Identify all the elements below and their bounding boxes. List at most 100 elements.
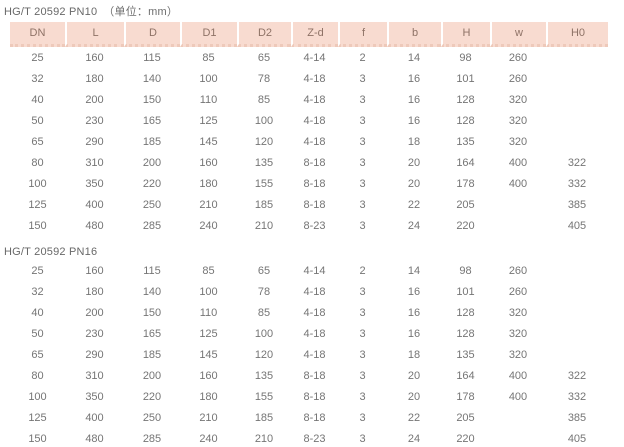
cell-d1: 145 [199,348,218,361]
cell-l: 200 [85,93,104,106]
cell-d2: 185 [254,411,274,424]
cell-l: 350 [85,177,104,190]
cell-dn: 40 [31,306,44,319]
cell-l: 290 [85,135,104,148]
cell-z-d: 8-18 [303,177,326,190]
cell-l: 200 [85,306,104,319]
cell-z-d: 4-18 [303,285,326,298]
cell-d2: 100 [254,327,274,340]
cell-d: 285 [142,432,162,445]
cell-z-d: 4-18 [303,93,326,106]
column-header-dn: DN [10,22,65,47]
table-row: 65 290 185 145 120 4-18 3 18 135 320 [10,344,608,365]
cell-z-d: 4-14 [303,51,326,64]
cell-f: 3 [359,432,366,445]
cell-f: 3 [359,390,366,403]
cell-h: 101 [456,285,475,298]
column-header-w: w [490,22,546,47]
cell-l: 230 [85,327,104,340]
cell-w: 320 [508,135,528,148]
standard-name: HG/T 20592 PN10 [4,6,98,18]
cell-d: 185 [142,135,162,148]
cell-h0: 322 [567,369,587,382]
cell-h0: 405 [567,219,587,232]
cell-d2: 155 [254,390,274,403]
cell-h: 220 [456,432,475,445]
cell-h: 101 [456,72,475,85]
cell-d2: 78 [257,72,271,85]
cell-f: 3 [359,135,366,148]
cell-dn: 100 [28,390,47,403]
cell-h: 205 [456,411,475,424]
cell-z-d: 8-18 [303,411,326,424]
cell-w: 320 [508,327,528,340]
dimension-table-pn16: 25 160 115 85 65 4-14 2 14 98 260 32 180 140 100 78 4-1… [10,260,608,447]
cell-b: 16 [407,285,421,298]
cell-z-d: 4-18 [303,348,326,361]
cell-d2: 65 [257,264,271,277]
cell-w: 320 [508,114,528,127]
cell-h: 205 [456,198,475,211]
cell-d2: 100 [254,114,274,127]
standard-name: HG/T 20592 PN16 [4,246,98,258]
cell-b: 22 [407,198,421,211]
cell-h0 [546,323,608,344]
cell-d1: 110 [199,306,218,319]
cell-f: 3 [359,411,366,424]
cell-w [490,428,546,447]
cell-h: 128 [456,306,475,319]
cell-b: 24 [407,432,421,445]
cell-d2: 185 [254,198,274,211]
cell-h: 98 [459,264,472,277]
cell-dn: 25 [31,264,44,277]
cell-d: 115 [143,51,161,64]
cell-dn: 125 [28,411,47,424]
table-row: 125 400 250 210 185 8-18 3 22 205 385 [10,194,608,215]
cell-h0 [546,68,608,89]
cell-d: 185 [142,348,162,361]
cell-d1: 210 [199,411,218,424]
cell-d1: 160 [199,369,218,382]
cell-h: 128 [456,93,475,106]
cell-dn: 50 [31,327,44,340]
cell-z-d: 8-18 [303,156,326,169]
cell-h0 [546,260,608,281]
cell-z-d: 4-14 [303,264,326,277]
cell-d: 150 [142,306,162,319]
column-header-d: D [124,22,180,47]
cell-h: 220 [456,219,475,232]
cell-d2: 155 [254,177,274,190]
cell-dn: 32 [31,285,44,298]
cell-b: 14 [407,264,421,277]
cell-l: 480 [85,219,104,232]
cell-w: 400 [508,156,528,169]
table-row: 40 200 150 110 85 4-18 3 16 128 320 [10,89,608,110]
cell-w [490,215,546,236]
cell-d1: 145 [199,135,218,148]
cell-d2: 85 [257,306,271,319]
cell-dn: 32 [31,72,44,85]
cell-d: 165 [142,114,162,127]
cell-l: 230 [85,114,104,127]
cell-z-d: 4-18 [303,306,326,319]
cell-d1: 240 [199,432,218,445]
cell-dn: 80 [31,156,44,169]
cell-b: 20 [407,390,421,403]
cell-d1: 210 [199,198,218,211]
cell-dn: 25 [31,51,44,64]
cell-z-d: 4-18 [303,114,326,127]
cell-dn: 65 [31,135,44,148]
column-header-d1: D1 [180,22,237,47]
cell-d1: 125 [199,114,218,127]
cell-h: 178 [456,177,475,190]
column-header-f: f [338,22,387,47]
cell-w: 400 [508,177,528,190]
cell-h: 98 [459,51,472,64]
cell-l: 310 [85,156,104,169]
cell-h: 128 [456,327,475,340]
cell-h: 178 [456,390,475,403]
cell-dn: 40 [31,93,44,106]
cell-b: 16 [407,327,421,340]
